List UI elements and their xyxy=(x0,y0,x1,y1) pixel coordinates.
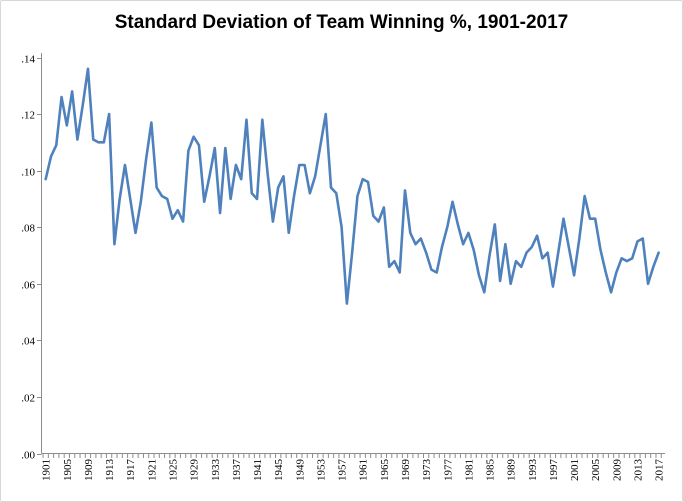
x-tick-label: 1917 xyxy=(125,459,137,482)
x-tick-label: 1937 xyxy=(231,459,243,482)
x-tick-label: 1977 xyxy=(442,459,454,482)
x-tick-label: 1905 xyxy=(62,459,74,482)
x-tick-label: 1945 xyxy=(273,459,285,482)
x-tick-label: 1961 xyxy=(358,459,370,481)
y-tick-label: .14 xyxy=(21,54,35,66)
chart-title: Standard Deviation of Team Winning %, 19… xyxy=(114,12,569,33)
y-tick-label: .04 xyxy=(21,336,35,348)
y-tick-label: .06 xyxy=(21,280,35,292)
x-tick-label: 1957 xyxy=(337,459,349,482)
x-tick-label: 2001 xyxy=(569,459,581,481)
y-tick-label: .10 xyxy=(21,167,35,179)
axes xyxy=(37,53,665,458)
x-tick-label: 1941 xyxy=(252,459,264,481)
y-tick-label: .08 xyxy=(21,223,35,235)
x-tick-label: 1913 xyxy=(104,459,116,482)
y-tick-label: .12 xyxy=(21,110,35,122)
x-tick-label: 1965 xyxy=(379,459,391,482)
x-tick-label: 1909 xyxy=(83,459,95,482)
x-tick-label: 2013 xyxy=(632,459,644,482)
data-line-series xyxy=(44,67,660,305)
x-tick-label: 1989 xyxy=(506,459,518,482)
x-tick-label: 2005 xyxy=(590,459,602,482)
x-tick-label: 1933 xyxy=(210,459,222,482)
x-tick-label: 1921 xyxy=(146,459,158,481)
x-tick-labels: 1901 1905 1909 1913 1917 1921 1925 1929 1933 1937… xyxy=(41,459,666,482)
x-tick-label: 1969 xyxy=(400,459,412,482)
x-tick-label: 2017 xyxy=(654,459,666,482)
x-tick-label: 1973 xyxy=(421,459,433,482)
x-tick-label: 1981 xyxy=(463,459,475,481)
x-tick-label: 1997 xyxy=(548,459,560,482)
x-tick-label: 2009 xyxy=(611,459,623,482)
y-tick-labels: .00 .02 .04 .06 .08 .10 .12 .14 xyxy=(21,54,35,462)
x-tick-label: 1993 xyxy=(527,459,539,482)
x-tick-label: 1925 xyxy=(168,459,180,482)
x-tick-label: 1901 xyxy=(41,459,53,481)
y-tick-label: .02 xyxy=(21,393,35,405)
x-tick-label: 1929 xyxy=(189,459,201,482)
y-tick-label: .00 xyxy=(21,450,35,462)
x-tick-label: 1953 xyxy=(315,459,327,482)
x-tick-label: 1949 xyxy=(294,459,306,482)
x-tick-label: 1985 xyxy=(485,459,497,482)
